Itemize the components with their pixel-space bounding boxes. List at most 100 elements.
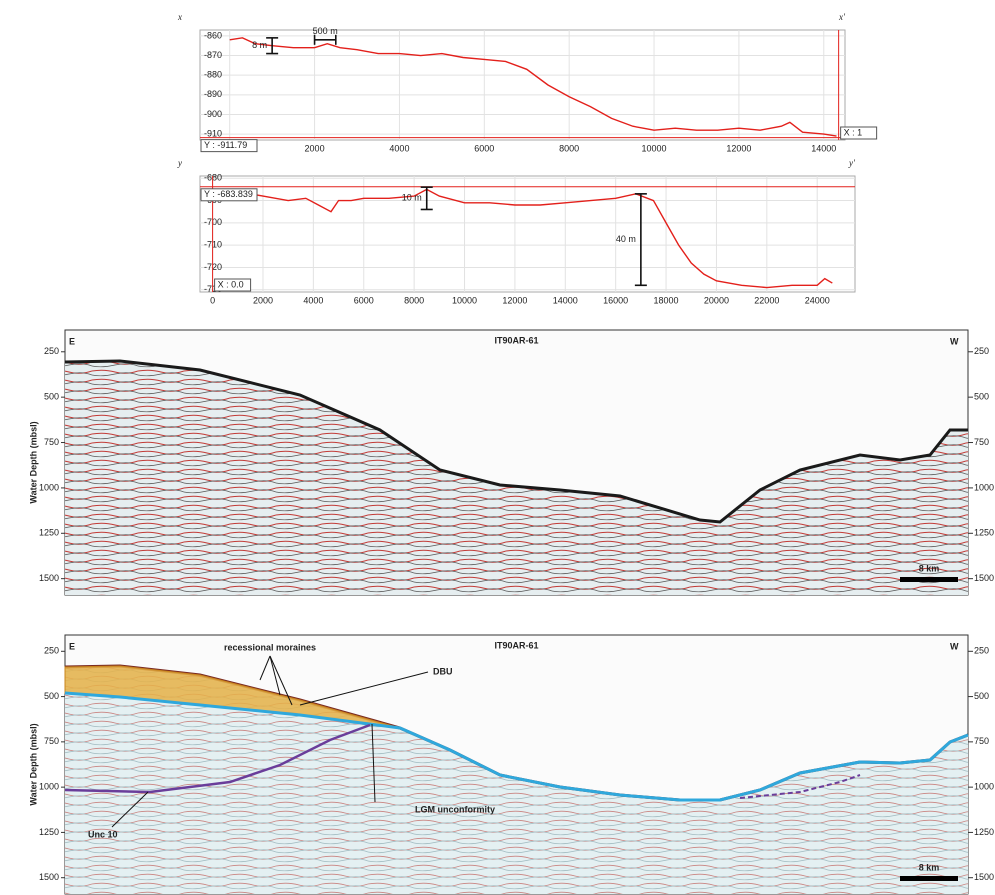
seismic-body <box>65 361 968 595</box>
x-tick-label: 0 <box>210 295 215 305</box>
scale-bar-label: 8 km <box>919 862 940 872</box>
leader-line <box>371 723 376 803</box>
y-tick-label: 250 <box>44 646 59 656</box>
side-label: W <box>950 336 959 346</box>
y-tick-label: 750 <box>44 736 59 746</box>
profile-line <box>229 37 837 137</box>
annotation: LGM unconformity <box>415 804 495 814</box>
profile-end-label: y′ <box>848 158 856 168</box>
y2-tick-label: 1250 <box>974 827 994 837</box>
y2-tick-label: 1500 <box>974 573 994 583</box>
annotation: Unc 10 <box>88 829 118 839</box>
y2-tick-label: 1000 <box>974 782 994 792</box>
y-axis-title: Water Depth (mbsl) <box>28 421 38 503</box>
cursor-x-label: X : 0.0 <box>218 279 244 289</box>
y2-tick-label: 500 <box>974 392 989 402</box>
y2-tick-label: 500 <box>974 691 989 701</box>
y-tick-label: -890 <box>204 89 222 99</box>
y2-tick-label: 250 <box>974 346 989 356</box>
leader-line <box>269 655 293 706</box>
y-tick-label: 250 <box>44 346 59 356</box>
x-tick-label: 8000 <box>559 143 579 153</box>
seismic-body <box>65 666 968 894</box>
x-tick-label: 6000 <box>474 143 494 153</box>
y-tick-label: -870 <box>204 50 222 60</box>
y-tick-label: -860 <box>204 30 222 40</box>
y-tick-label: 1250 <box>39 827 59 837</box>
x-tick-label: 4000 <box>303 295 323 305</box>
seafloor <box>64 359 968 524</box>
profile-end-label: x′ <box>838 12 846 22</box>
cursor-y-label: Y : -683.839 <box>204 189 253 199</box>
unc10-dashed <box>739 774 861 799</box>
x-tick-label: 22000 <box>754 295 779 305</box>
y-tick-label: -880 <box>204 70 222 80</box>
scale-bar <box>900 577 958 582</box>
plot-frame <box>199 175 856 293</box>
x-tick-label: 2000 <box>253 295 273 305</box>
unc10-line <box>64 723 371 794</box>
scale-label: 40 m <box>616 234 636 244</box>
section-title: IT90AR-61 <box>494 335 538 345</box>
cursor-label-box <box>214 278 252 292</box>
y-tick-label: 1000 <box>39 482 59 492</box>
cursor-x-label: X : 1 <box>844 127 863 137</box>
y2-tick-label: 1000 <box>974 482 994 492</box>
y2-tick-label: 1500 <box>974 872 994 882</box>
dbu-line <box>64 691 969 802</box>
x-tick-label: 16000 <box>603 295 628 305</box>
y-tick-label: 1000 <box>39 782 59 792</box>
profile-end-label: y <box>177 158 182 168</box>
cursor-label-box <box>200 139 258 153</box>
y-tick-label: 750 <box>44 437 59 447</box>
x-tick-label: 12000 <box>726 143 751 153</box>
y-axis-title: Water Depth (mbsl) <box>28 723 38 805</box>
scale-label: 500 m <box>313 26 338 36</box>
profile-line <box>212 188 833 289</box>
x-tick-label: 10000 <box>452 295 477 305</box>
x-tick-label: 2000 <box>305 143 325 153</box>
x-tick-label: 24000 <box>805 295 830 305</box>
y-tick-label: -910 <box>204 128 222 138</box>
annotation: recessional moraines <box>224 642 316 652</box>
x-tick-label: 10000 <box>642 143 667 153</box>
leader-line <box>269 655 281 696</box>
side-label: E <box>69 336 75 346</box>
side-label: E <box>69 641 75 651</box>
y-tick-label: -900 <box>204 109 222 119</box>
y2-tick-label: 750 <box>974 437 989 447</box>
y2-tick-label: 250 <box>974 646 989 656</box>
leader-line <box>259 655 271 681</box>
y2-tick-label: 1250 <box>974 528 994 538</box>
x-tick-label: 12000 <box>502 295 527 305</box>
cursor-y-label: Y : -911.79 <box>204 140 247 150</box>
x-tick-label: 4000 <box>389 143 409 153</box>
scale-bar <box>900 876 958 881</box>
y-tick-label: 1500 <box>39 872 59 882</box>
x-tick-label: 8000 <box>404 295 424 305</box>
x-tick-label: 14000 <box>553 295 578 305</box>
x-tick-label: 6000 <box>354 295 374 305</box>
leader-line <box>299 671 429 706</box>
section-title: IT90AR-61 <box>494 640 538 650</box>
x-tick-label: 18000 <box>654 295 679 305</box>
y-tick-label: 500 <box>44 392 59 402</box>
plot-frame <box>199 29 846 141</box>
y2-tick-label: 750 <box>974 736 989 746</box>
x-tick-label: 14000 <box>811 143 836 153</box>
y-tick-label: 1500 <box>39 573 59 583</box>
y-tick-label: 500 <box>44 691 59 701</box>
x-tick-label: 20000 <box>704 295 729 305</box>
scale-label: 10 m <box>402 193 422 203</box>
side-label: W <box>950 641 959 651</box>
profile-end-label: x <box>177 12 182 22</box>
annotation: DBU <box>433 666 453 676</box>
cursor-label-box <box>840 126 878 140</box>
y-tick-label: 1250 <box>39 528 59 538</box>
cursor-label-box <box>200 188 258 202</box>
leader-line <box>111 791 149 828</box>
scale-bar-label: 8 km <box>919 563 940 573</box>
scale-label: 8 m <box>252 40 267 50</box>
